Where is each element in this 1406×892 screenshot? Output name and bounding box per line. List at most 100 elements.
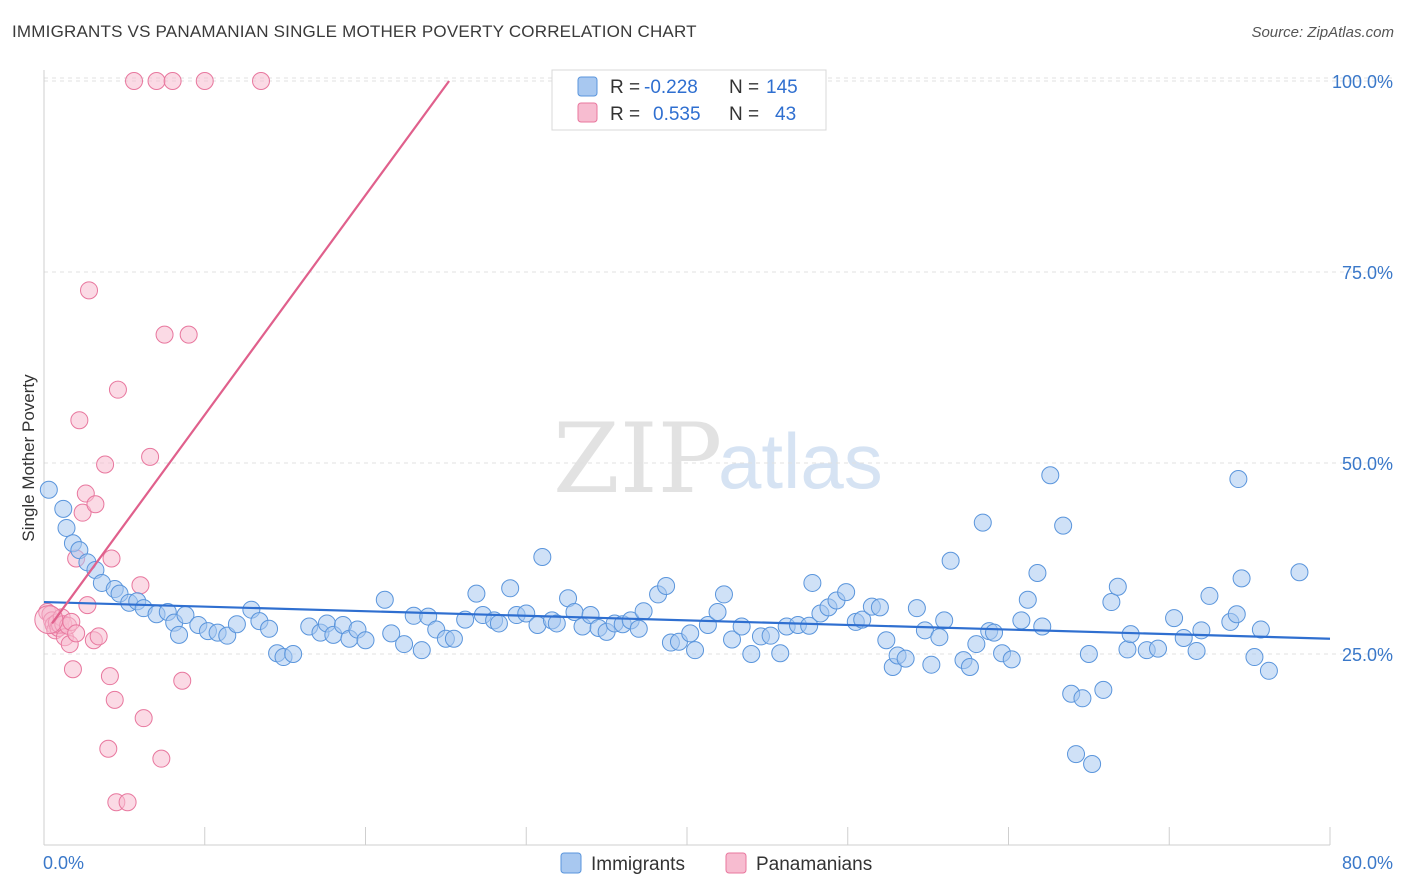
panamanians-point-35 (141, 447, 160, 466)
trend-line-immigrants (43, 600, 1331, 640)
panamanians-point-20 (78, 596, 97, 615)
panamanians-point-17 (70, 411, 89, 430)
immigrants-point-131 (1148, 639, 1167, 658)
immigrants-point-78 (723, 630, 742, 649)
immigrants-point-103 (930, 628, 949, 647)
legend-r-label-immigrants: R = (610, 77, 640, 98)
legend-n-value-immigrants: 145 (766, 77, 798, 98)
immigrants-point-143 (1259, 661, 1278, 680)
immigrants-point-111 (985, 623, 1004, 642)
immigrants-point-126 (1102, 593, 1121, 612)
immigrants-point-70 (657, 577, 676, 596)
immigrants-point-37 (375, 590, 394, 609)
immigrants-point-93 (853, 610, 872, 629)
panamanians-point-36 (147, 72, 166, 90)
panamanians-point-23 (86, 495, 105, 514)
immigrants-point-74 (686, 641, 705, 660)
immigrants-point-142 (1251, 620, 1270, 639)
immigrants-point-115 (1018, 590, 1037, 609)
panamanians-point-28 (102, 549, 121, 568)
immigrants-point-21 (218, 626, 237, 645)
immigrants-point-118 (1041, 466, 1060, 485)
series-legend-swatch-immigrants (560, 852, 582, 874)
y-tick-label-100: 100.0% (1332, 72, 1393, 92)
immigrants-point-91 (837, 583, 856, 602)
immigrants-point-104 (935, 611, 954, 630)
x-ticks (43, 827, 1331, 845)
immigrants-point-117 (1033, 617, 1052, 636)
immigrants-point-123 (1079, 645, 1098, 663)
watermark: ZIP atlas (553, 403, 883, 515)
x-tick-label-max: 80.0% (1342, 853, 1393, 873)
immigrants-point-22 (227, 615, 246, 634)
y-tick-labels: 25.0% 50.0% 75.0% 100.0% (1332, 72, 1393, 665)
legend-r-label-panamanians: R = (610, 104, 640, 125)
immigrants-point-128 (1118, 640, 1137, 659)
immigrants-point-121 (1067, 745, 1086, 764)
legend-swatch-panamanians (577, 102, 598, 123)
watermark-atlas: atlas (718, 417, 883, 505)
panamanians-point-18 (73, 503, 92, 522)
immigrants-point-76 (708, 602, 727, 621)
panamanians-point-31 (118, 793, 137, 812)
immigrants-point-99 (896, 649, 915, 668)
immigrants-point-138 (1227, 605, 1246, 624)
panamanians-point-34 (134, 709, 153, 728)
immigrants-point-39 (395, 635, 414, 654)
immigrants-point-25 (260, 619, 279, 638)
panamanians-point-21 (80, 281, 99, 300)
immigrants-point-82 (761, 626, 780, 645)
immigrants-point-1 (54, 499, 73, 518)
immigrants-point-134 (1187, 641, 1206, 660)
panamanians-point-24 (89, 627, 108, 646)
panamanians-point-14 (63, 660, 82, 679)
panamanians-point-43 (252, 72, 271, 90)
chart-source: Source: ZipAtlas.com (1251, 24, 1394, 41)
immigrants-point-61 (581, 606, 600, 625)
immigrants-point-86 (803, 573, 822, 592)
immigrants-point-50 (489, 614, 508, 633)
stats-legend: R = -0.228 N = 145 R = 0.535 N = 43 (551, 69, 827, 131)
panamanians-point-41 (179, 325, 198, 344)
y-tick-label-50: 50.0% (1342, 454, 1393, 474)
immigrants-point-100 (907, 599, 926, 618)
legend-r-value-immigrants: -0.228 (644, 77, 698, 98)
panamanians-point-29 (105, 690, 124, 709)
immigrants-point-133 (1174, 628, 1193, 647)
trend-lines (43, 80, 1331, 640)
panamanians-point-25 (96, 455, 115, 474)
immigrants-point-67 (629, 619, 648, 638)
immigrants-point-77 (714, 585, 733, 604)
series-panamanians (34, 72, 271, 812)
panamanians-point-40 (173, 671, 192, 690)
immigrants-point-36 (356, 631, 375, 650)
immigrants-point-122 (1073, 689, 1092, 708)
chart-title: IMMIGRANTS VS PANAMANIAN SINGLE MOTHER P… (12, 22, 697, 41)
immigrants-point-28 (284, 645, 303, 663)
x-tick-label-min: 0.0% (43, 853, 84, 873)
series-legend-label-panamanians: Panamanians (756, 854, 872, 875)
immigrants-point-16 (170, 625, 189, 644)
panamanians-cluster-point (34, 605, 64, 635)
immigrants-point-95 (870, 598, 889, 617)
legend-n-value-panamanians: 43 (775, 104, 796, 125)
panamanians-point-26 (99, 739, 118, 758)
y-tick-label-25: 25.0% (1342, 645, 1393, 665)
immigrants-point-57 (547, 614, 566, 633)
immigrants-point-79 (732, 617, 751, 636)
immigrants-point-46 (456, 610, 475, 629)
immigrants-point-73 (681, 624, 700, 643)
immigrants-point-96 (877, 631, 896, 650)
immigrants-point-2 (57, 518, 76, 537)
immigrants-point-139 (1232, 569, 1251, 588)
immigrants-point-107 (960, 657, 979, 676)
panamanians-point-38 (155, 325, 174, 344)
immigrants-point-55 (533, 547, 552, 566)
panamanians-point-39 (163, 72, 182, 90)
immigrants-point-83 (771, 644, 790, 663)
immigrants-point-41 (412, 641, 431, 660)
y-tick-label-75: 75.0% (1342, 263, 1393, 283)
legend-n-label-immigrants: N = (729, 77, 759, 98)
immigrants-point-45 (444, 629, 463, 648)
